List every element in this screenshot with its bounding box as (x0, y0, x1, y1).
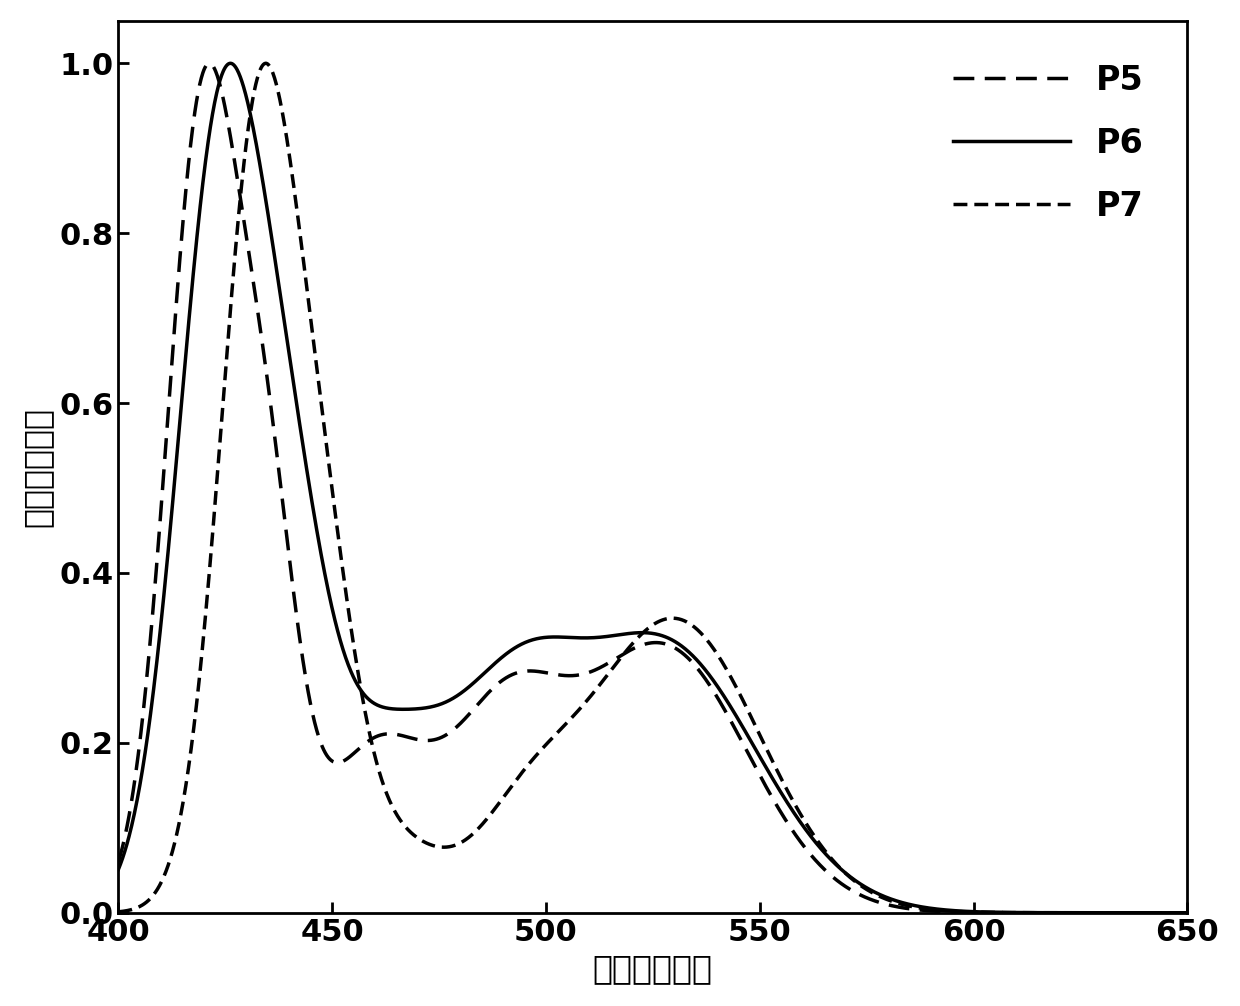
P7 (1148, 906, 1163, 918)
P7 (110, 905, 125, 917)
P7 (165, 843, 180, 855)
P5 (165, 342, 180, 354)
P6 (1148, 906, 1163, 918)
P6 (223, 57, 238, 69)
P6 (603, 630, 618, 642)
P5 (1148, 906, 1163, 918)
P5 (631, 640, 646, 652)
Legend: P5, P6, P7: P5, P6, P7 (926, 37, 1171, 249)
Line: P7: P7 (118, 63, 1187, 912)
P5 (1179, 906, 1194, 918)
Y-axis label: 相对荧光强度: 相对荧光强度 (21, 406, 53, 527)
P6 (954, 905, 968, 917)
P6 (631, 627, 646, 639)
P5 (202, 57, 217, 69)
P5 (110, 856, 125, 868)
P5 (603, 656, 618, 668)
P6 (1149, 906, 1164, 918)
P7 (631, 631, 646, 643)
P5 (1149, 906, 1164, 918)
P7 (954, 905, 968, 917)
Line: P6: P6 (118, 63, 1187, 912)
P6 (165, 494, 180, 506)
P7 (1179, 906, 1194, 918)
P7 (258, 57, 273, 69)
P5 (954, 906, 968, 918)
P6 (1179, 906, 1194, 918)
Line: P5: P5 (118, 63, 1187, 912)
P7 (1149, 906, 1164, 918)
P6 (110, 863, 125, 875)
X-axis label: 波长（纳米）: 波长（纳米） (593, 952, 713, 985)
P7 (603, 665, 618, 677)
